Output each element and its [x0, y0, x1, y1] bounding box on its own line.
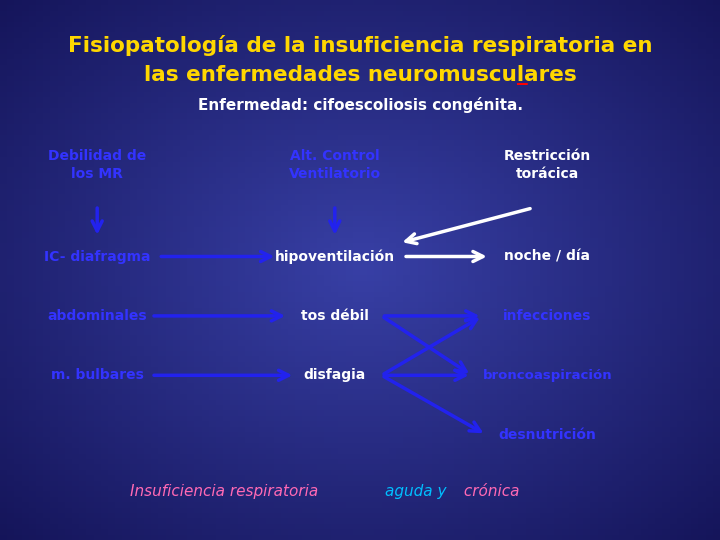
Text: _: _ [517, 64, 528, 85]
Text: broncoaspiración: broncoaspiración [482, 369, 612, 382]
Text: desnutrición: desnutrición [498, 428, 596, 442]
Text: Alt. Control
Ventilatorio: Alt. Control Ventilatorio [289, 148, 381, 181]
Text: m. bulbares: m. bulbares [51, 368, 143, 382]
Text: Fisiopatología de la insuficiencia respiratoria en: Fisiopatología de la insuficiencia respi… [68, 36, 652, 56]
Text: Enfermedad: cifoescoliosis congénita.: Enfermedad: cifoescoliosis congénita. [197, 97, 523, 113]
Text: tos débil: tos débil [301, 309, 369, 323]
Text: Insuficiencia respiratoria: Insuficiencia respiratoria [130, 484, 323, 499]
Text: las enfermedades neuromusculares: las enfermedades neuromusculares [143, 64, 577, 85]
Text: abdominales: abdominales [48, 309, 147, 323]
Text: infecciones: infecciones [503, 309, 591, 323]
Text: IC- diafragma: IC- diafragma [44, 249, 150, 264]
Text: hipoventilación: hipoventilación [275, 249, 395, 264]
Text: aguda y: aguda y [385, 484, 446, 499]
Text: noche / día: noche / día [504, 249, 590, 264]
Text: Debilidad de
los MR: Debilidad de los MR [48, 148, 146, 181]
Text: crónica: crónica [459, 484, 520, 499]
Text: Restricción
torácica: Restricción torácica [503, 148, 591, 181]
Text: disfagia: disfagia [304, 368, 366, 382]
